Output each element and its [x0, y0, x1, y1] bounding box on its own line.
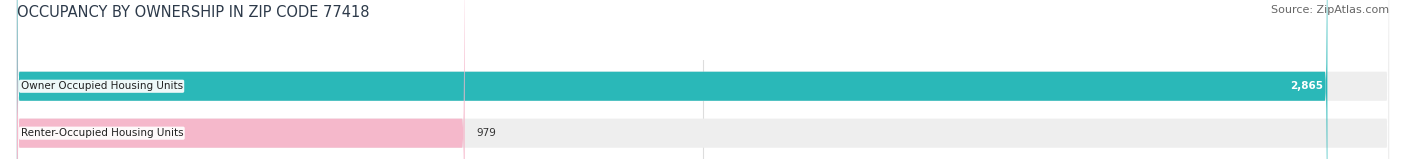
- Text: Renter-Occupied Housing Units: Renter-Occupied Housing Units: [21, 128, 183, 138]
- FancyBboxPatch shape: [17, 0, 1389, 159]
- FancyBboxPatch shape: [17, 0, 1389, 159]
- Text: 2,865: 2,865: [1289, 81, 1323, 91]
- Text: 979: 979: [477, 128, 496, 138]
- Text: OCCUPANCY BY OWNERSHIP IN ZIP CODE 77418: OCCUPANCY BY OWNERSHIP IN ZIP CODE 77418: [17, 5, 370, 20]
- Text: Source: ZipAtlas.com: Source: ZipAtlas.com: [1271, 5, 1389, 15]
- Text: Owner Occupied Housing Units: Owner Occupied Housing Units: [21, 81, 183, 91]
- FancyBboxPatch shape: [17, 0, 465, 159]
- FancyBboxPatch shape: [17, 0, 1327, 159]
